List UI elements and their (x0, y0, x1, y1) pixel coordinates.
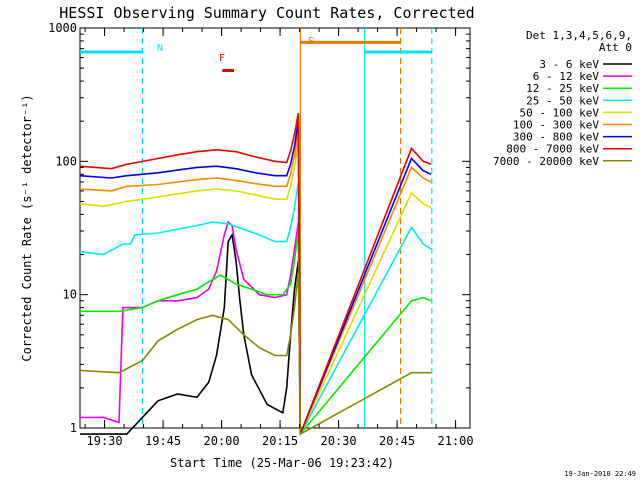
y-tick-label: 10 (63, 288, 77, 302)
legend-entry-label: 6 - 12 keV (533, 70, 600, 83)
legend-entry-label: 100 - 300 keV (513, 119, 599, 132)
flag-label-f: F (219, 53, 225, 64)
series-line (79, 112, 432, 435)
x-tick-label: 21:00 (438, 434, 474, 448)
series-line (80, 230, 432, 437)
series-layer (79, 112, 432, 437)
legend-header-line1: Det 1,3,4,5,6,9, (526, 29, 632, 42)
legend-entry-label: 7000 - 20000 keV (493, 155, 599, 168)
flag-label-s: S (308, 36, 314, 47)
legend-entry-label: 12 - 25 keV (526, 82, 599, 95)
x-axis-label: Start Time (25-Mar-06 19:23:42) (170, 456, 394, 470)
footer-date: 19-Jan-2010 22:49 (564, 470, 636, 478)
legend-header-line2: Att 0 (599, 41, 632, 54)
series-line (80, 232, 302, 435)
y-axis-label: Corrected Count Rate (s⁻¹ detector⁻¹) (20, 94, 34, 361)
series-line (79, 271, 431, 436)
x-tick-label: 19:30 (87, 434, 123, 448)
axes: 1 10 100 1000 19:30 19:45 20:00 20:15 20:30 20:45… (48, 21, 474, 448)
x-tick-label: 20:30 (321, 434, 357, 448)
y-tick-label: 1000 (48, 21, 77, 35)
series-line (80, 220, 302, 435)
plot-frame (79, 27, 471, 429)
y-tick-label: 1 (70, 421, 77, 435)
chart-title: HESSI Observing Summary Count Rates, Cor… (59, 4, 474, 22)
legend-entry-label: 800 - 7000 keV (506, 143, 599, 156)
x-tick-label: 20:00 (204, 434, 240, 448)
series-line (79, 121, 432, 435)
plot-border (79, 27, 471, 429)
legend-entry-label: 25 - 50 keV (526, 94, 599, 107)
legend-entry-label: 50 - 100 keV (520, 106, 600, 119)
y-tick-label: 100 (55, 154, 77, 168)
x-tick-label: 20:15 (262, 434, 298, 448)
x-tick-label: 20:45 (379, 434, 415, 448)
series-line (79, 141, 432, 435)
flag-bars (80, 40, 432, 73)
series-line (79, 130, 432, 435)
legend-entry-label: 300 - 800 keV (513, 131, 599, 144)
legend-entry-label: 3 - 6 keV (539, 58, 599, 71)
x-tick-label: 19:45 (145, 434, 181, 448)
flag-label-n: N (157, 43, 163, 54)
